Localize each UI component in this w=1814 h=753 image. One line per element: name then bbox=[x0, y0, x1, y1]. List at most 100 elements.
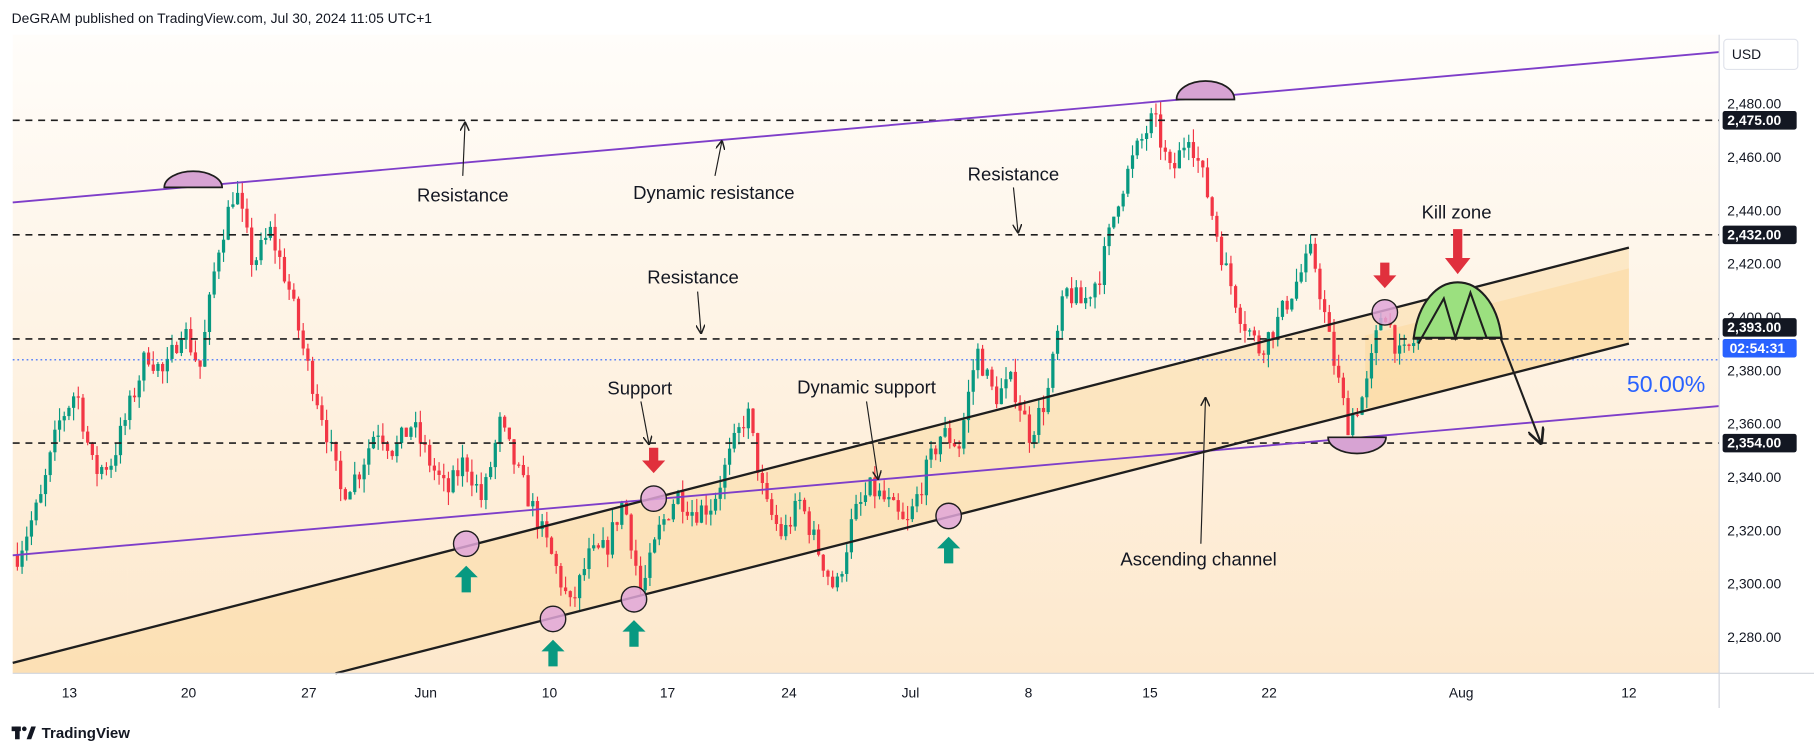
candle bbox=[887, 487, 891, 508]
label-2432-box bbox=[1722, 225, 1797, 245]
candle bbox=[573, 586, 577, 607]
candle bbox=[1018, 395, 1022, 422]
candle bbox=[1262, 350, 1266, 364]
candle bbox=[1229, 255, 1233, 295]
candle bbox=[207, 292, 212, 345]
candle bbox=[1196, 146, 1200, 173]
label-2354-box bbox=[1722, 433, 1797, 453]
candles bbox=[15, 101, 1420, 611]
candle bbox=[1009, 370, 1013, 382]
candle bbox=[399, 426, 404, 449]
candle bbox=[221, 229, 226, 262]
time-tick-label: Aug bbox=[1449, 685, 1474, 701]
candle bbox=[470, 459, 474, 497]
candle bbox=[966, 379, 971, 433]
currency-button[interactable]: USD bbox=[1732, 46, 1761, 62]
candle bbox=[896, 493, 900, 520]
candle bbox=[118, 417, 123, 464]
candle bbox=[179, 331, 183, 357]
candle bbox=[657, 516, 661, 546]
candle bbox=[746, 402, 750, 439]
publisher-line: DeGRAM published on TradingView.com, Jul… bbox=[11, 10, 433, 27]
candle bbox=[348, 490, 352, 500]
candle bbox=[854, 494, 858, 521]
candle bbox=[802, 497, 807, 515]
touch-cap-top bbox=[1175, 80, 1236, 101]
candle bbox=[20, 540, 24, 574]
dynamic-resistance-line bbox=[12, 51, 1720, 204]
label-2432: 2,432.00 bbox=[1727, 226, 1781, 242]
candle bbox=[826, 569, 830, 586]
candle bbox=[456, 458, 460, 486]
candle bbox=[849, 508, 854, 559]
annotation-kill-zone: Kill zone bbox=[1422, 202, 1492, 223]
candle bbox=[198, 360, 202, 379]
price-level-labels: 2,475.00 2,432.00 2,393.00 02:54:31 2,35… bbox=[1722, 111, 1797, 453]
candle bbox=[1177, 142, 1181, 169]
dynamic-support-line bbox=[12, 405, 1720, 557]
candle bbox=[245, 198, 249, 234]
pointer-ascending-channel bbox=[1200, 398, 1206, 544]
candle bbox=[446, 471, 451, 506]
candle bbox=[235, 180, 240, 205]
candle bbox=[1084, 287, 1088, 310]
pointer-dynamic-resistance bbox=[714, 141, 722, 176]
candle bbox=[278, 238, 282, 270]
candle bbox=[1304, 244, 1308, 283]
candle bbox=[507, 427, 511, 442]
candle bbox=[971, 359, 975, 405]
footer-brand: TradingView bbox=[41, 723, 130, 741]
candle bbox=[751, 408, 755, 437]
candle bbox=[376, 424, 380, 450]
candle bbox=[662, 514, 666, 532]
label-2393-box bbox=[1722, 318, 1797, 337]
candle bbox=[765, 472, 769, 502]
touch-circle bbox=[1371, 298, 1399, 326]
candle bbox=[1290, 298, 1294, 312]
candle bbox=[901, 502, 905, 520]
time-tick-label: 24 bbox=[781, 685, 797, 701]
candle bbox=[315, 384, 319, 410]
candle bbox=[409, 426, 413, 440]
candle bbox=[1407, 343, 1411, 351]
candle bbox=[695, 498, 699, 526]
candle bbox=[184, 322, 188, 349]
candle bbox=[1365, 370, 1369, 409]
candle bbox=[1168, 149, 1172, 170]
touch-circle bbox=[620, 585, 648, 613]
candle bbox=[549, 536, 554, 555]
candle bbox=[1187, 134, 1191, 161]
price-axis-ticks: 2,280.00 2,300.00 2,320.00 2,340.00 2,360.00… bbox=[1727, 96, 1781, 645]
candle bbox=[212, 262, 216, 299]
candle bbox=[325, 409, 329, 454]
candle bbox=[648, 543, 652, 586]
candle bbox=[742, 415, 746, 438]
label-current-box bbox=[1722, 338, 1797, 358]
price-tick-label: 2,380.00 bbox=[1727, 362, 1781, 378]
annotation-resistance-2: Resistance bbox=[968, 163, 1060, 184]
candle bbox=[1037, 398, 1041, 444]
candle bbox=[95, 446, 99, 487]
candle bbox=[1215, 211, 1219, 242]
candle bbox=[835, 572, 839, 592]
candle bbox=[793, 493, 797, 531]
candle bbox=[287, 274, 291, 300]
currency-button-box[interactable] bbox=[1723, 38, 1799, 70]
candle bbox=[465, 454, 469, 483]
candle bbox=[1393, 324, 1397, 363]
candle bbox=[709, 499, 713, 526]
candle bbox=[995, 376, 999, 409]
candle bbox=[704, 495, 708, 525]
candle bbox=[582, 558, 586, 581]
down-arrow-icon bbox=[642, 447, 666, 474]
candle bbox=[779, 517, 783, 540]
channel-upper-line bbox=[12, 246, 1630, 665]
candle bbox=[699, 499, 704, 524]
candle bbox=[1341, 372, 1345, 406]
touch-cap-left bbox=[163, 170, 223, 189]
candle bbox=[1159, 101, 1163, 160]
candle bbox=[48, 450, 52, 482]
candle bbox=[531, 493, 535, 517]
candle bbox=[1243, 311, 1247, 343]
